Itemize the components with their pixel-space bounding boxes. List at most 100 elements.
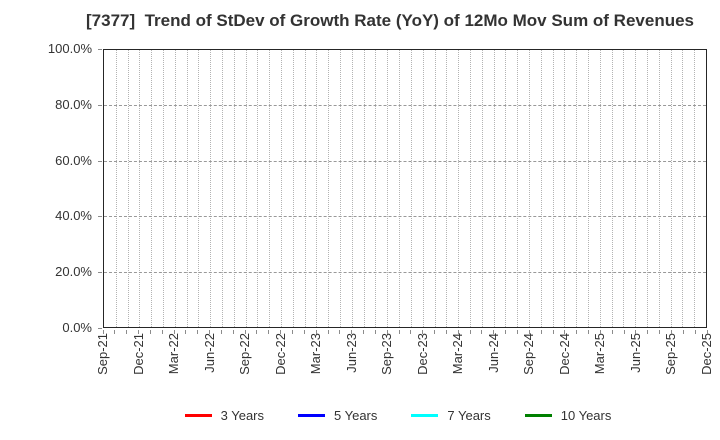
y-tick-mark xyxy=(98,272,102,274)
vertical-gridline xyxy=(257,50,259,327)
vertical-gridline xyxy=(458,50,460,327)
x-tick-mark xyxy=(256,329,258,334)
x-tick-mark xyxy=(445,329,447,334)
x-tick-label: Jun-22 xyxy=(201,333,217,373)
vertical-gridline xyxy=(646,50,648,327)
vertical-gridline xyxy=(151,50,153,327)
vertical-gridline xyxy=(517,50,519,327)
x-tick-label: Sep-25 xyxy=(663,333,679,375)
x-tick-mark xyxy=(185,329,187,334)
x-tick-mark xyxy=(576,329,578,334)
x-tick-mark xyxy=(114,329,116,334)
x-tick-mark xyxy=(682,329,684,334)
x-tick-mark xyxy=(493,329,495,334)
x-tick-mark xyxy=(517,329,518,334)
x-tick-mark xyxy=(588,329,590,334)
vertical-gridline xyxy=(670,50,672,327)
x-tick-label: Mar-22 xyxy=(166,333,182,375)
vertical-gridline xyxy=(682,50,684,327)
horizontal-gridline xyxy=(104,160,706,162)
x-tick-label: Dec-23 xyxy=(414,333,430,375)
vertical-gridline xyxy=(528,50,530,327)
x-tick-mark xyxy=(126,329,128,334)
x-tick-mark xyxy=(351,329,353,334)
y-tick-label: 0.0% xyxy=(62,320,92,335)
x-tick-mark xyxy=(623,329,625,334)
legend-label: 5 Years xyxy=(334,407,378,423)
legend-line-swatch xyxy=(184,413,212,417)
x-tick-mark xyxy=(422,329,424,334)
chart-title: [7377] Trend of StDev of Growth Rate (Yo… xyxy=(86,11,694,30)
y-tick-mark xyxy=(98,328,102,329)
vertical-gridline xyxy=(233,50,235,327)
vertical-gridline xyxy=(505,50,507,327)
vertical-gridline xyxy=(387,50,389,327)
x-tick-label: Dec-24 xyxy=(556,333,572,375)
x-tick-mark xyxy=(528,329,530,334)
x-tick-mark xyxy=(552,329,554,334)
vertical-gridline xyxy=(340,50,342,327)
x-tick-label: Mar-24 xyxy=(450,333,466,375)
x-tick-mark xyxy=(173,329,175,334)
legend-item: 3 Years xyxy=(184,408,264,423)
x-tick-label: Jun-25 xyxy=(627,333,643,373)
vertical-gridline xyxy=(210,50,212,327)
x-tick-mark xyxy=(220,329,222,334)
x-tick-mark xyxy=(244,329,246,334)
y-axis-labels: 0.0% 20.0% 40.0% 60.0% 80.0% 100.0% xyxy=(0,41,92,335)
y-tick-mark xyxy=(98,104,102,106)
legend-label: 7 Years xyxy=(447,407,491,423)
legend-item: 5 Years xyxy=(298,408,377,423)
legend-line-swatch xyxy=(524,413,552,417)
vertical-gridline xyxy=(186,50,188,327)
vertical-gridline xyxy=(269,50,271,327)
vertical-gridline xyxy=(564,50,566,327)
x-tick-mark xyxy=(457,329,459,334)
x-tick-mark xyxy=(161,329,163,334)
x-tick-mark xyxy=(363,329,365,334)
x-tick-mark xyxy=(398,329,400,334)
x-tick-mark xyxy=(410,329,412,334)
x-tick-label: Sep-22 xyxy=(237,333,253,375)
x-tick-mark xyxy=(315,329,317,334)
x-tick-mark xyxy=(481,329,483,334)
vertical-gridline xyxy=(493,50,495,327)
vertical-gridline xyxy=(328,50,330,327)
legend-item: 10 Years xyxy=(524,407,612,423)
vertical-gridline xyxy=(139,50,141,327)
x-tick-label: Jun-24 xyxy=(485,333,501,373)
legend-label: 10 Years xyxy=(560,407,612,423)
vertical-gridline xyxy=(163,50,165,327)
y-tick-label: 100.0% xyxy=(47,41,92,56)
y-tick-mark xyxy=(98,49,102,50)
x-tick-label: Mar-25 xyxy=(592,333,608,375)
vertical-gridline xyxy=(351,50,353,327)
x-tick-mark xyxy=(327,329,329,334)
x-tick-mark xyxy=(374,329,376,334)
y-tick-mark xyxy=(98,216,102,218)
vertical-gridline xyxy=(399,50,401,327)
vertical-gridline xyxy=(694,50,696,327)
legend-line-swatch xyxy=(411,413,439,417)
vertical-gridline xyxy=(292,50,294,327)
vertical-gridline xyxy=(316,50,318,327)
x-tick-label: Dec-22 xyxy=(272,333,288,375)
plot-area xyxy=(103,49,707,328)
x-tick-mark xyxy=(694,329,696,334)
x-tick-mark xyxy=(386,329,388,334)
vertical-gridline xyxy=(174,50,176,327)
x-tick-mark xyxy=(670,329,672,334)
x-tick-mark xyxy=(540,329,542,334)
x-tick-mark xyxy=(232,329,234,334)
vertical-gridline xyxy=(587,50,589,327)
x-tick-mark xyxy=(209,329,211,334)
y-tick-label: 80.0% xyxy=(55,96,92,112)
vertical-gridline xyxy=(434,50,436,327)
vertical-gridline xyxy=(481,50,483,327)
x-tick-label: Jun-23 xyxy=(343,333,359,373)
x-tick-mark xyxy=(197,329,199,334)
x-tick-mark xyxy=(706,329,708,334)
x-tick-label: Sep-21 xyxy=(95,333,110,375)
vertical-gridline xyxy=(658,50,660,327)
